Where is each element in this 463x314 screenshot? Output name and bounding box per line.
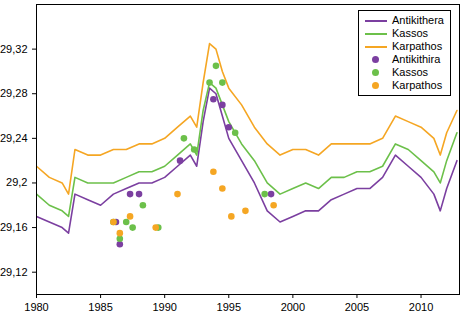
svg-text:2000: 2000 <box>281 301 305 313</box>
html-text:Karpathos: Karpathos <box>392 79 443 91</box>
svg-text:29,16: 29,16 <box>0 221 28 233</box>
svg-text:29,12: 29,12 <box>0 266 28 278</box>
html-text:Kassos: Kassos <box>392 66 429 78</box>
svg-text:1995: 1995 <box>217 301 241 313</box>
html-text:Kassos: Kassos <box>392 27 429 39</box>
svg-text:29,32: 29,32 <box>0 43 28 55</box>
html-text:Antikithira: Antikithira <box>392 53 441 65</box>
svg-text:1990: 1990 <box>152 301 176 313</box>
svg-text:1980: 1980 <box>24 301 48 313</box>
html-text:Karpathos: Karpathos <box>392 40 443 52</box>
svg-text:2005: 2005 <box>345 301 369 313</box>
svg-text:2010: 2010 <box>409 301 433 313</box>
svg-text:1985: 1985 <box>88 301 112 313</box>
svg-text:29,24: 29,24 <box>0 132 28 144</box>
html-text:Antikithera: Antikithera <box>392 14 444 26</box>
svg-text:29,28: 29,28 <box>0 87 28 99</box>
svg-text:29,2: 29,2 <box>6 176 27 188</box>
